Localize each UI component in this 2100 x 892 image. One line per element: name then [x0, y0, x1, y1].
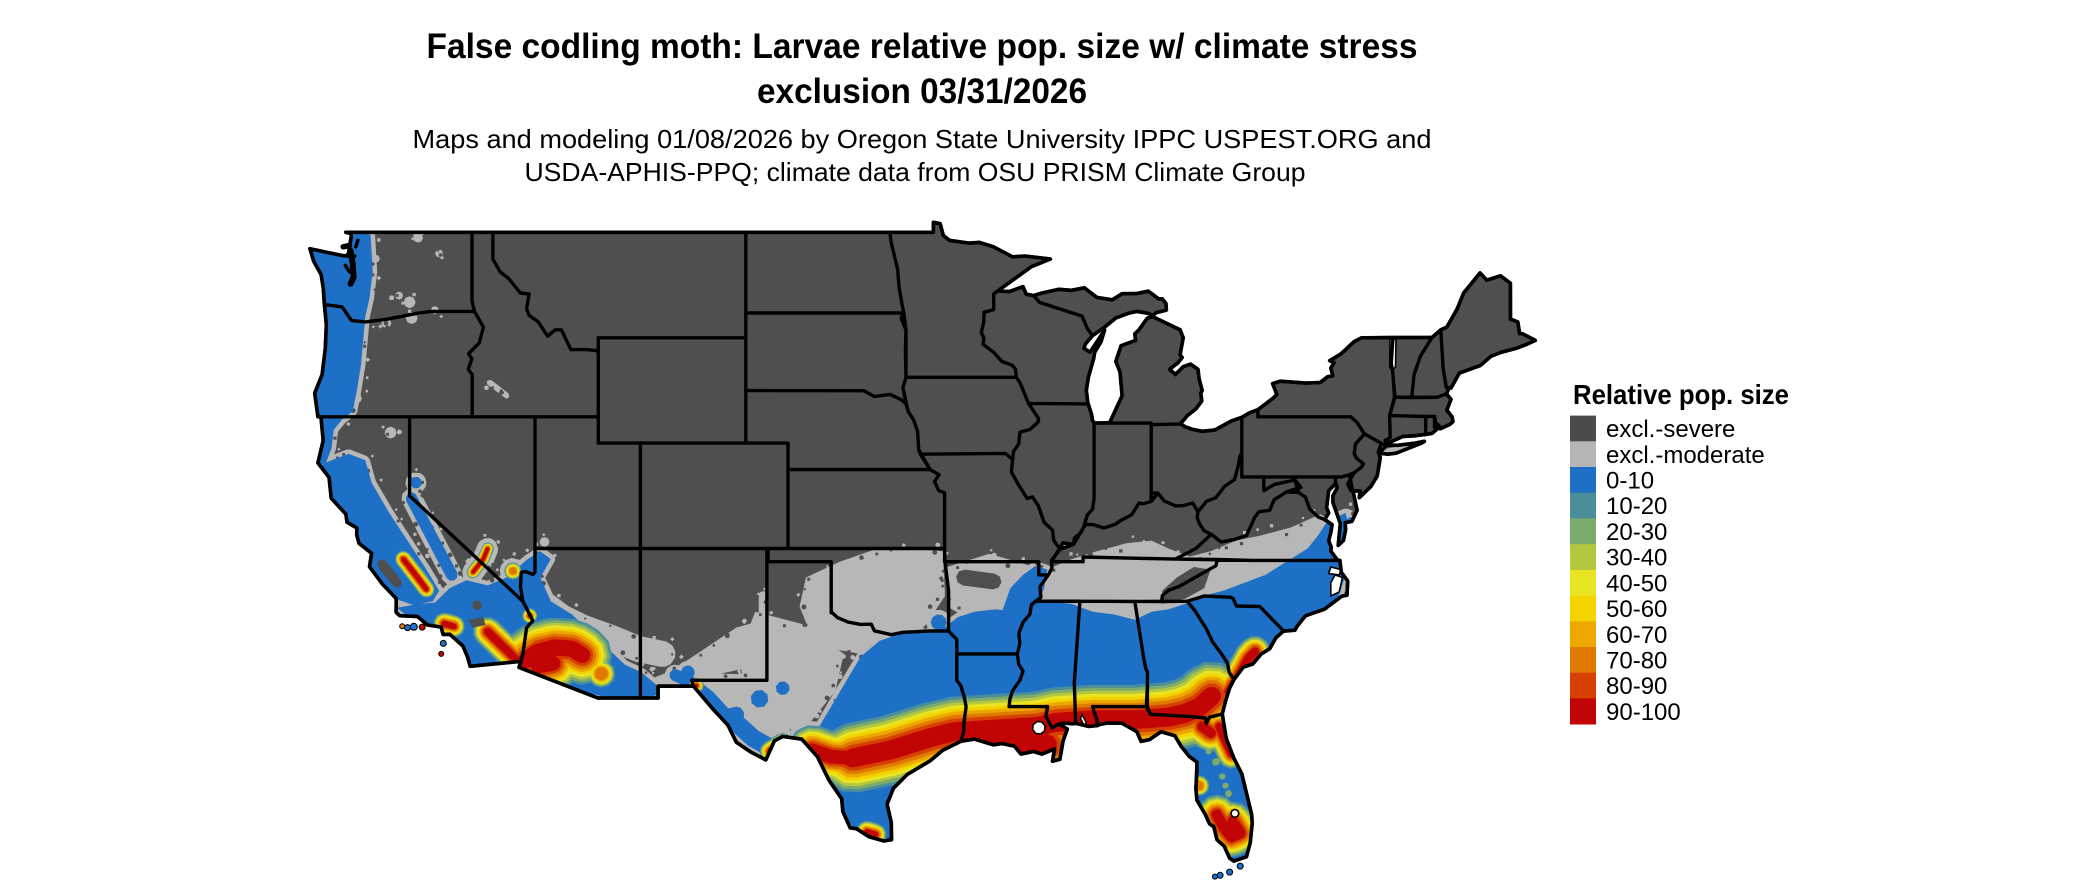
svg-text:USDA-APHIS-PPQ; climate data f: USDA-APHIS-PPQ; climate data from OSU PR… [525, 157, 1306, 187]
svg-text:60-70: 60-70 [1606, 622, 1667, 649]
svg-text:20-30: 20-30 [1606, 519, 1667, 546]
svg-text:40-50: 40-50 [1606, 570, 1667, 597]
svg-text:80-90: 80-90 [1606, 673, 1667, 700]
svg-text:70-80: 70-80 [1606, 648, 1667, 675]
svg-text:excl.-severe: excl.-severe [1606, 416, 1735, 443]
svg-text:False codling moth: Larvae rel: False codling moth: Larvae relative pop.… [427, 27, 1418, 66]
svg-text:50-60: 50-60 [1606, 596, 1667, 623]
svg-text:excl.-moderate: excl.-moderate [1606, 442, 1765, 469]
svg-text:0-10: 0-10 [1606, 468, 1654, 495]
svg-text:10-20: 10-20 [1606, 493, 1667, 520]
svg-text:Relative pop. size: Relative pop. size [1573, 379, 1789, 410]
svg-text:Maps and modeling 01/08/2026 b: Maps and modeling 01/08/2026 by Oregon S… [413, 124, 1432, 154]
svg-text:90-100: 90-100 [1606, 699, 1681, 726]
svg-text:30-40: 30-40 [1606, 545, 1667, 572]
svg-text:exclusion 03/31/2026: exclusion 03/31/2026 [757, 72, 1087, 111]
